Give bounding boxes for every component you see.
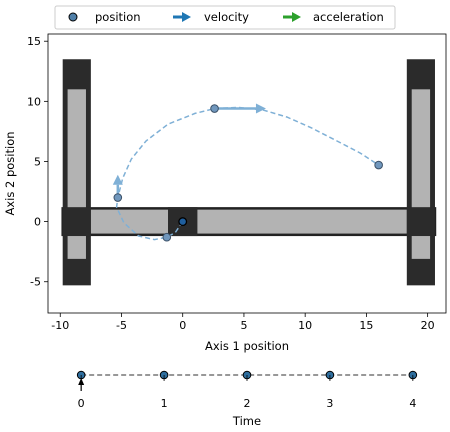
time-tick-label: 3: [326, 397, 333, 410]
velocity-arrow-head: [112, 174, 123, 185]
position-point: [374, 160, 383, 170]
y-tick-label: -5: [30, 276, 41, 289]
x-tick-label: -5: [116, 319, 127, 332]
time-cursor-head: [78, 378, 85, 385]
x-axis-label: Axis 1 position: [205, 339, 289, 353]
velocity-arrow-head: [255, 103, 266, 114]
y-axis-ticks: -5 0 5 10 15: [27, 35, 48, 289]
time-tick-label: 4: [409, 397, 416, 410]
legend-position-label: position: [95, 10, 141, 24]
position-point: [113, 193, 123, 202]
legend-velocity-arrow: [173, 12, 191, 22]
position-point: [210, 104, 219, 113]
velocity-arrows: [112, 103, 266, 198]
time-tick-label: 2: [244, 397, 251, 410]
x-tick-label: 0: [179, 319, 186, 332]
time-tick-label: 1: [161, 397, 168, 410]
x-tick-label: 10: [298, 319, 312, 332]
legend: position velocity acceleration: [54, 5, 396, 30]
x-tick-label: 5: [240, 319, 247, 332]
legend-position-marker: [68, 12, 78, 22]
y-tick-label: 10: [27, 95, 41, 108]
main-plot-frame: [47, 33, 447, 314]
time-axis-label: Time: [232, 414, 261, 428]
legend-acceleration-arrow: [283, 12, 301, 22]
right-gantry-block: [406, 207, 435, 237]
y-tick-label: 15: [27, 35, 41, 48]
position-point: [162, 232, 172, 242]
main-plot: -10 -5 0 5 10 15 20 -5 0 5 10 15 Axis 1 position A…: [3, 33, 447, 353]
left-gantry-block: [62, 207, 91, 237]
legend-frame: [54, 5, 396, 30]
x-tick-label: 15: [359, 319, 373, 332]
current-time-marker: [78, 378, 85, 391]
time-ticks: 0 1 2 3 4: [78, 375, 416, 410]
x-tick-label: -10: [51, 319, 69, 332]
time-tick-label: 0: [78, 397, 85, 410]
legend-velocity-label: velocity: [204, 10, 249, 24]
y-tick-label: 5: [34, 155, 41, 168]
trajectory-line: [115, 106, 380, 241]
position-point: [178, 217, 188, 227]
y-tick-label: 0: [34, 216, 41, 229]
y-axis-label: Axis 2 position: [3, 131, 17, 215]
x-axis-ticks: -10 -5 0 5 10 15 20: [51, 313, 435, 332]
legend-acceleration-label: acceleration: [313, 10, 384, 24]
x-tick-label: 20: [421, 319, 435, 332]
position-points: [113, 104, 383, 242]
time-axis: 0 1 2 3 4 Time: [76, 370, 418, 428]
velocity-arrow: [214, 103, 266, 114]
gantry-machine: [61, 59, 437, 286]
